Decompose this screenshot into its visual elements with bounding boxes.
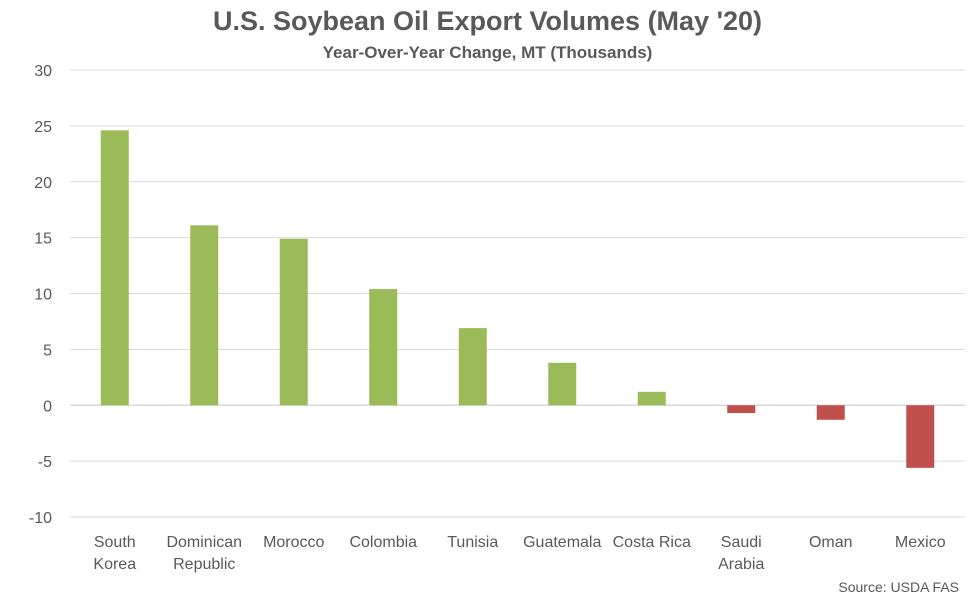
bar [279,238,308,406]
y-tick-label: 30 [34,63,52,80]
y-tick-label: 0 [43,398,52,415]
y-tick-label: 10 [34,287,52,304]
bars [100,130,935,468]
bar [816,405,845,420]
x-category-label: Mexico [895,534,946,551]
chart-subtitle: Year-Over-Year Change, MT (Thousands) [322,43,653,62]
x-category-label: Saudi Arabia [718,534,764,573]
source-note: Source: USDA FAS [838,579,959,595]
x-axis-labels: South Korea Dominican Republic Morocco Colomb… [93,534,945,573]
y-axis-ticks: 30 25 20 15 10 5 0 -5 -10 [29,63,52,527]
y-tick-label: 5 [43,342,52,359]
x-category-label: South Korea [93,534,136,573]
y-tick-label: -10 [29,510,52,527]
x-category-label: Colombia [349,534,417,551]
y-tick-label: 15 [34,231,52,248]
bar [190,225,219,406]
bar [369,289,398,406]
bar [637,391,666,406]
bar [548,362,577,406]
x-category-label: Oman [809,534,853,551]
x-category-label: Guatemala [523,534,601,551]
x-category-label: Tunisia [447,534,498,551]
y-tick-label: 20 [34,175,52,192]
chart-title: U.S. Soybean Oil Export Volumes (May '20… [212,6,763,36]
bar [727,405,756,414]
y-tick-label: -5 [38,454,52,471]
bar [458,328,487,406]
bar [100,130,129,406]
gridlines [70,69,965,518]
x-category-label: Dominican Republic [166,534,242,573]
bar [906,405,935,468]
y-tick-label: 25 [34,119,52,136]
x-category-label: Morocco [263,534,324,551]
x-category-label: Costa Rica [613,534,691,551]
